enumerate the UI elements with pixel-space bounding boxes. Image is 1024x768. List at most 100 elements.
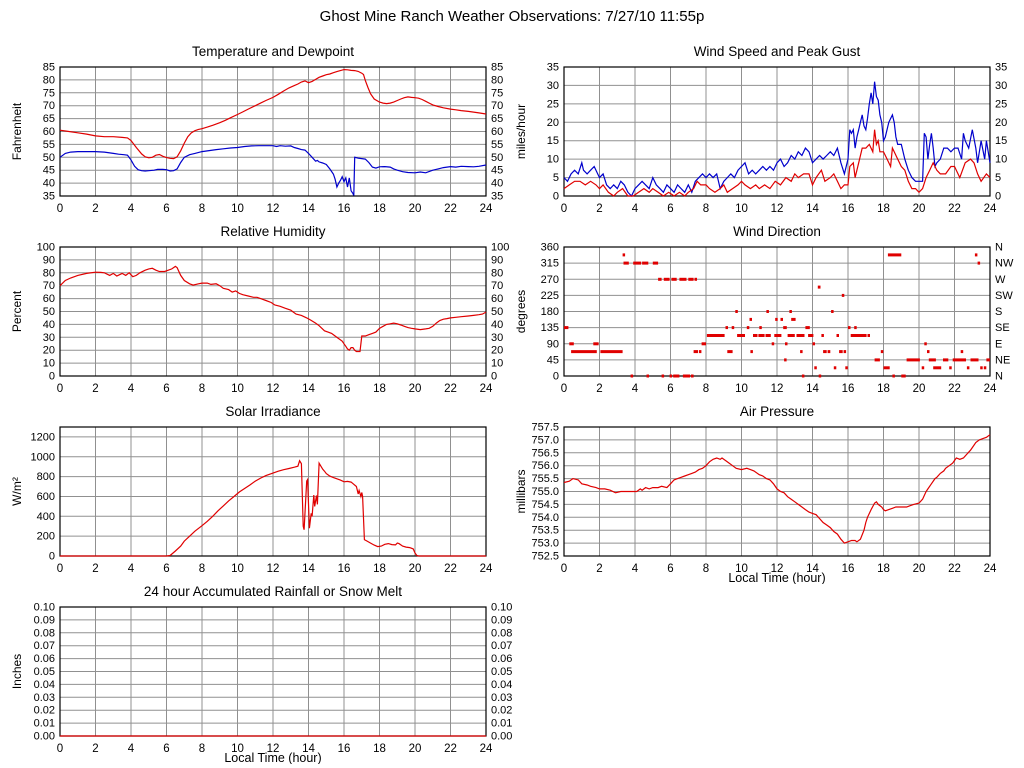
chart-title: Wind Direction [733,224,821,239]
x-tick-label: 10 [231,743,244,755]
plot-frame [59,66,487,197]
x-tick-label: 16 [338,203,351,215]
wind-speed-line [563,129,991,197]
y-tick-label: 20 [547,117,559,129]
y-axis-label: degrees [514,290,528,333]
y-tick-label: 40 [43,319,55,331]
x-tick-label: 24 [984,203,997,215]
compass-label: N [995,242,1003,254]
x-tick-label: 14 [302,563,315,575]
x-tick-label: 22 [444,203,457,215]
chart-title: Wind Speed and Peak Gust [694,44,861,59]
y-tick-label: 35 [43,191,55,203]
y-tick-label: 45 [43,165,55,177]
y-tick-label-right: 25 [995,98,1007,110]
x-axis-label: Local Time (hour) [728,571,825,584]
x-tick-label: 10 [231,383,244,395]
x-tick-label: 2 [92,743,98,755]
y-tick-label-right: 10 [491,358,503,370]
compass-label: NW [995,258,1014,270]
y-tick-label: 755.0 [531,486,559,498]
x-tick-label: 12 [267,563,280,575]
y-tick-label: 753.5 [531,525,559,537]
chart-wind-speed-gust: 0 0 5 5 10 10 15 15 20 20 25 25 30 30 35 35 0 2 4 6 8 10 12 14 1… [512,40,1017,224]
y-tick-label: 0.09 [34,614,55,626]
plot-frame [563,246,991,377]
y-tick-label: 60 [43,293,55,305]
x-tick-label: 16 [338,563,351,575]
x-tick-label: 4 [128,563,135,575]
x-tick-label: 22 [444,563,457,575]
y-tick-label: 50 [43,306,55,318]
x-tick-label: 22 [948,203,961,215]
y-tick-label: 0.05 [34,666,55,678]
x-tick-label: 2 [92,563,98,575]
y-tick-label: 30 [43,332,55,344]
y-tick-label: 0.04 [34,679,55,691]
y-axis-label: millibars [514,469,528,513]
x-tick-label: 2 [596,563,602,575]
x-tick-label: 18 [373,383,386,395]
y-axis-label: miles/hour [514,104,528,159]
x-tick-label: 16 [338,743,351,755]
y-tick-label: 800 [37,471,55,483]
x-tick-label: 20 [913,383,926,395]
y-tick-label: 756.5 [531,447,559,459]
x-tick-label: 24 [480,203,493,215]
x-axis-label: Local Time (hour) [224,751,321,764]
x-tick-label: 6 [667,563,673,575]
chart-title: 24 hour Accumulated Rainfall or Snow Mel… [144,584,402,599]
y-tick-label-right: 0 [491,371,497,383]
y-tick-label: 0 [49,551,55,563]
y-tick-label: 600 [37,491,55,503]
x-tick-label: 8 [703,563,709,575]
y-tick-label-right: 20 [491,345,503,357]
y-tick-label-right: 100 [491,242,509,254]
x-tick-label: 6 [667,383,673,395]
x-tick-label: 14 [806,383,819,395]
x-tick-label: 10 [735,383,748,395]
y-tick-label-right: 0.10 [491,602,512,614]
y-tick-label-right: 30 [995,80,1007,92]
x-tick-label: 18 [877,203,890,215]
x-tick-label: 10 [231,563,244,575]
x-tick-label: 10 [735,203,748,215]
x-tick-label: 8 [199,743,205,755]
chart-relative-humidity: 0 0 10 10 20 20 30 30 40 40 50 50 60 60 70 70 80 80 90 90 10… [8,220,513,404]
x-tick-label: 14 [806,563,819,575]
x-tick-label: 22 [948,563,961,575]
x-tick-label: 0 [57,563,63,575]
x-tick-label: 2 [92,203,98,215]
y-tick-label: 0.00 [34,731,55,743]
x-tick-label: 2 [596,383,602,395]
pressure-line [563,434,991,544]
x-tick-label: 16 [338,383,351,395]
chart-temperature-dewpoint: 35 35 40 40 45 45 50 50 55 55 60 60 65 65 70 70 75 75 80 80… [8,40,513,224]
y-axis-label: Inches [10,654,24,689]
x-tick-label: 10 [231,203,244,215]
y-tick-label: 755.5 [531,473,559,485]
chart-title: Air Pressure [740,404,814,419]
y-tick-label: 5 [553,172,559,184]
x-tick-label: 8 [199,383,205,395]
x-tick-label: 20 [409,563,422,575]
y-axis-label: W/m² [10,477,24,506]
y-tick-label-right: 30 [491,332,503,344]
y-tick-label-right: 70 [491,280,503,292]
x-tick-label: 6 [163,743,169,755]
y-tick-label: 0 [553,191,559,203]
y-tick-label: 40 [43,178,55,190]
x-tick-label: 20 [409,743,422,755]
y-tick-label: 754.5 [531,499,559,511]
x-tick-label: 8 [703,383,709,395]
y-tick-label: 756.0 [531,460,559,472]
y-tick-label-right: 80 [491,74,503,86]
x-tick-label: 8 [199,563,205,575]
y-tick-label: 315 [541,258,559,270]
x-tick-label: 12 [267,203,280,215]
y-tick-label: 200 [37,531,55,543]
y-tick-label-right: 0.06 [491,653,512,665]
y-tick-label: 75 [43,87,55,99]
y-tick-label: 180 [541,306,559,318]
